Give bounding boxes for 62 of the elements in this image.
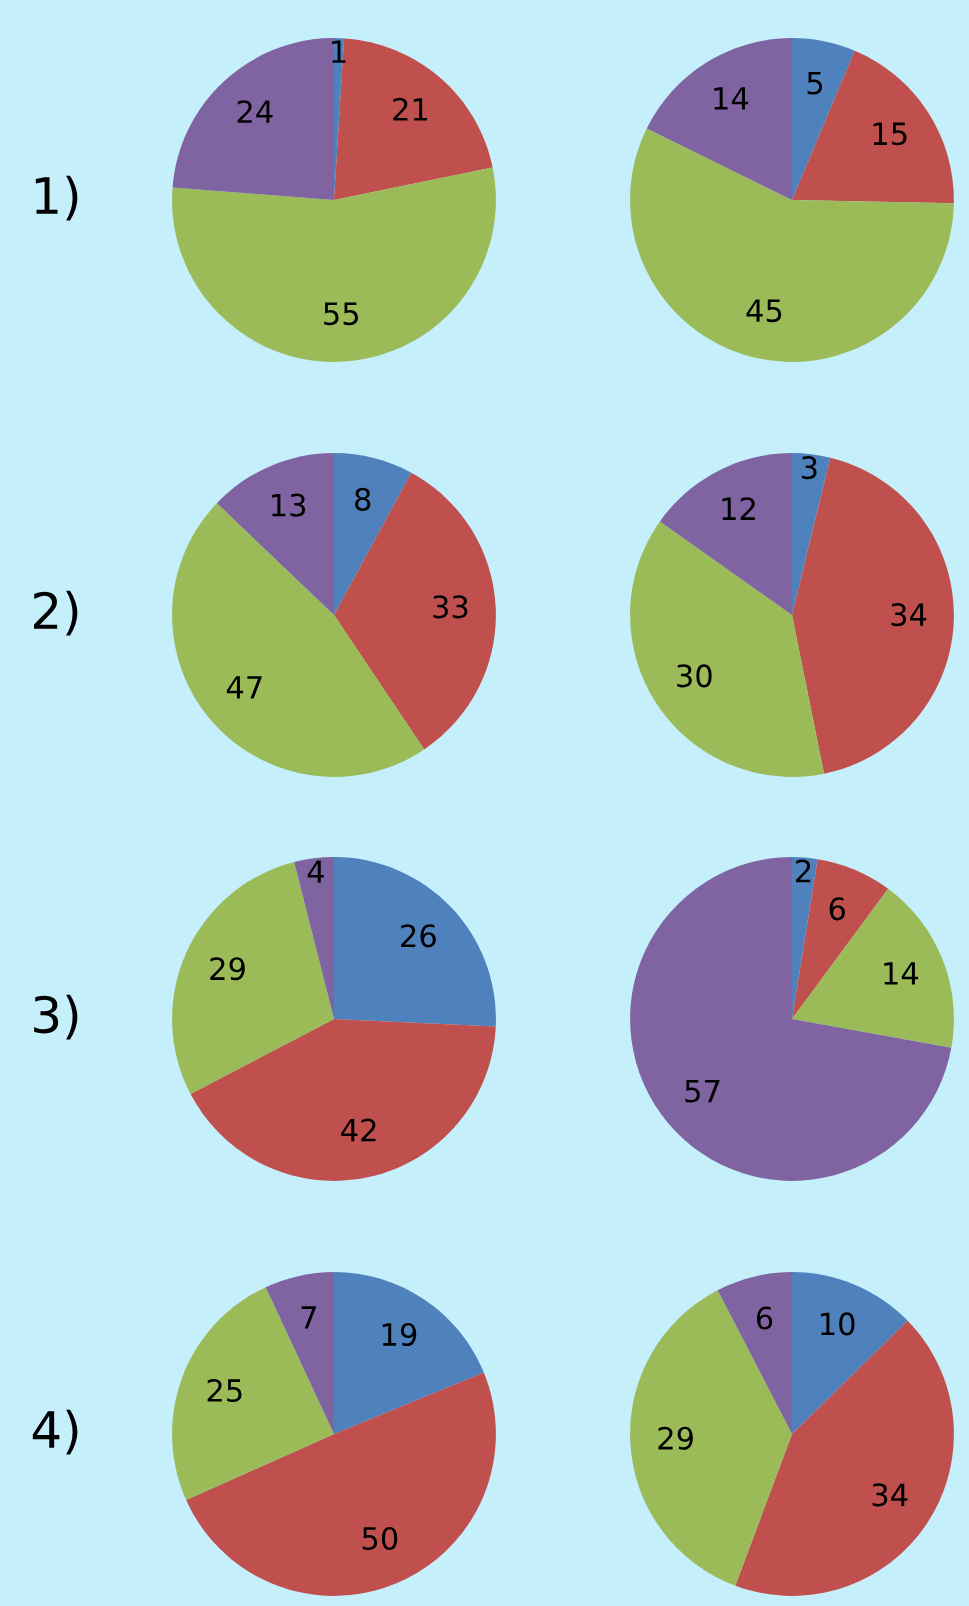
data-label: 14 — [714, 87, 749, 110]
data-label: 4 — [307, 860, 324, 883]
pie-slice — [190, 1019, 496, 1181]
pie-slice — [792, 888, 954, 1048]
pie-slice — [334, 453, 412, 615]
data-label: 6 — [756, 1306, 773, 1330]
pie-slice — [792, 50, 954, 204]
pie-slice — [792, 453, 831, 615]
data-label: 15 — [873, 122, 907, 146]
data-label: 19 — [382, 1322, 417, 1347]
data-label: 2 — [796, 859, 811, 883]
data-label: 26 — [401, 924, 436, 948]
pie-slice — [334, 857, 496, 1027]
data-label: 21 — [393, 97, 428, 121]
pie-slice — [717, 1272, 792, 1434]
data-label: 45 — [746, 299, 782, 323]
data-label: 57 — [685, 1079, 720, 1103]
text: 4) — [32, 1409, 78, 1455]
data-label: 3 — [801, 456, 817, 480]
pie-slice — [792, 1272, 908, 1434]
data-label: 6 — [829, 897, 845, 921]
data-label: 47 — [226, 676, 262, 699]
text: 2) — [34, 590, 78, 636]
pie-slice — [216, 453, 334, 615]
data-label: 30 — [677, 664, 712, 688]
data-label: 34 — [891, 603, 927, 627]
pie-slice — [172, 38, 334, 200]
data-label: 34 — [872, 1483, 908, 1507]
pie-slice — [792, 857, 818, 1019]
data-label: 12 — [722, 497, 755, 520]
data-label: 29 — [658, 1426, 693, 1450]
pie-slice — [792, 457, 954, 774]
data-label: 42 — [341, 1118, 376, 1142]
data-label: 10 — [821, 1312, 855, 1336]
text: 1) — [35, 175, 78, 221]
pie-slice — [792, 38, 855, 200]
data-label: 55 — [324, 302, 359, 326]
pie-slice — [186, 1372, 496, 1596]
data-label: 50 — [362, 1526, 398, 1551]
pie-slice — [172, 862, 334, 1095]
data-label: 24 — [237, 100, 273, 123]
pie-slice — [630, 857, 952, 1181]
data-label: 33 — [433, 595, 468, 619]
data-label: 14 — [884, 962, 919, 985]
pie-slice — [172, 167, 496, 362]
pie-slice — [334, 472, 496, 750]
pie-slice — [630, 521, 824, 777]
data-label: 29 — [210, 957, 245, 981]
pie-slice — [659, 453, 792, 615]
data-label: 25 — [207, 1378, 242, 1403]
pie-slice — [334, 1272, 484, 1434]
text: 3) — [34, 994, 78, 1040]
data-label: 13 — [272, 493, 306, 517]
pie-slice — [646, 38, 792, 200]
pie-slice — [294, 857, 334, 1019]
pie-slice — [630, 1290, 792, 1586]
data-label: 5 — [807, 71, 823, 95]
data-label: 7 — [301, 1306, 316, 1329]
pie-slice — [265, 1272, 334, 1434]
data-label: 8 — [355, 487, 371, 511]
pie-slice — [172, 1287, 334, 1501]
pie-slice — [334, 38, 493, 200]
